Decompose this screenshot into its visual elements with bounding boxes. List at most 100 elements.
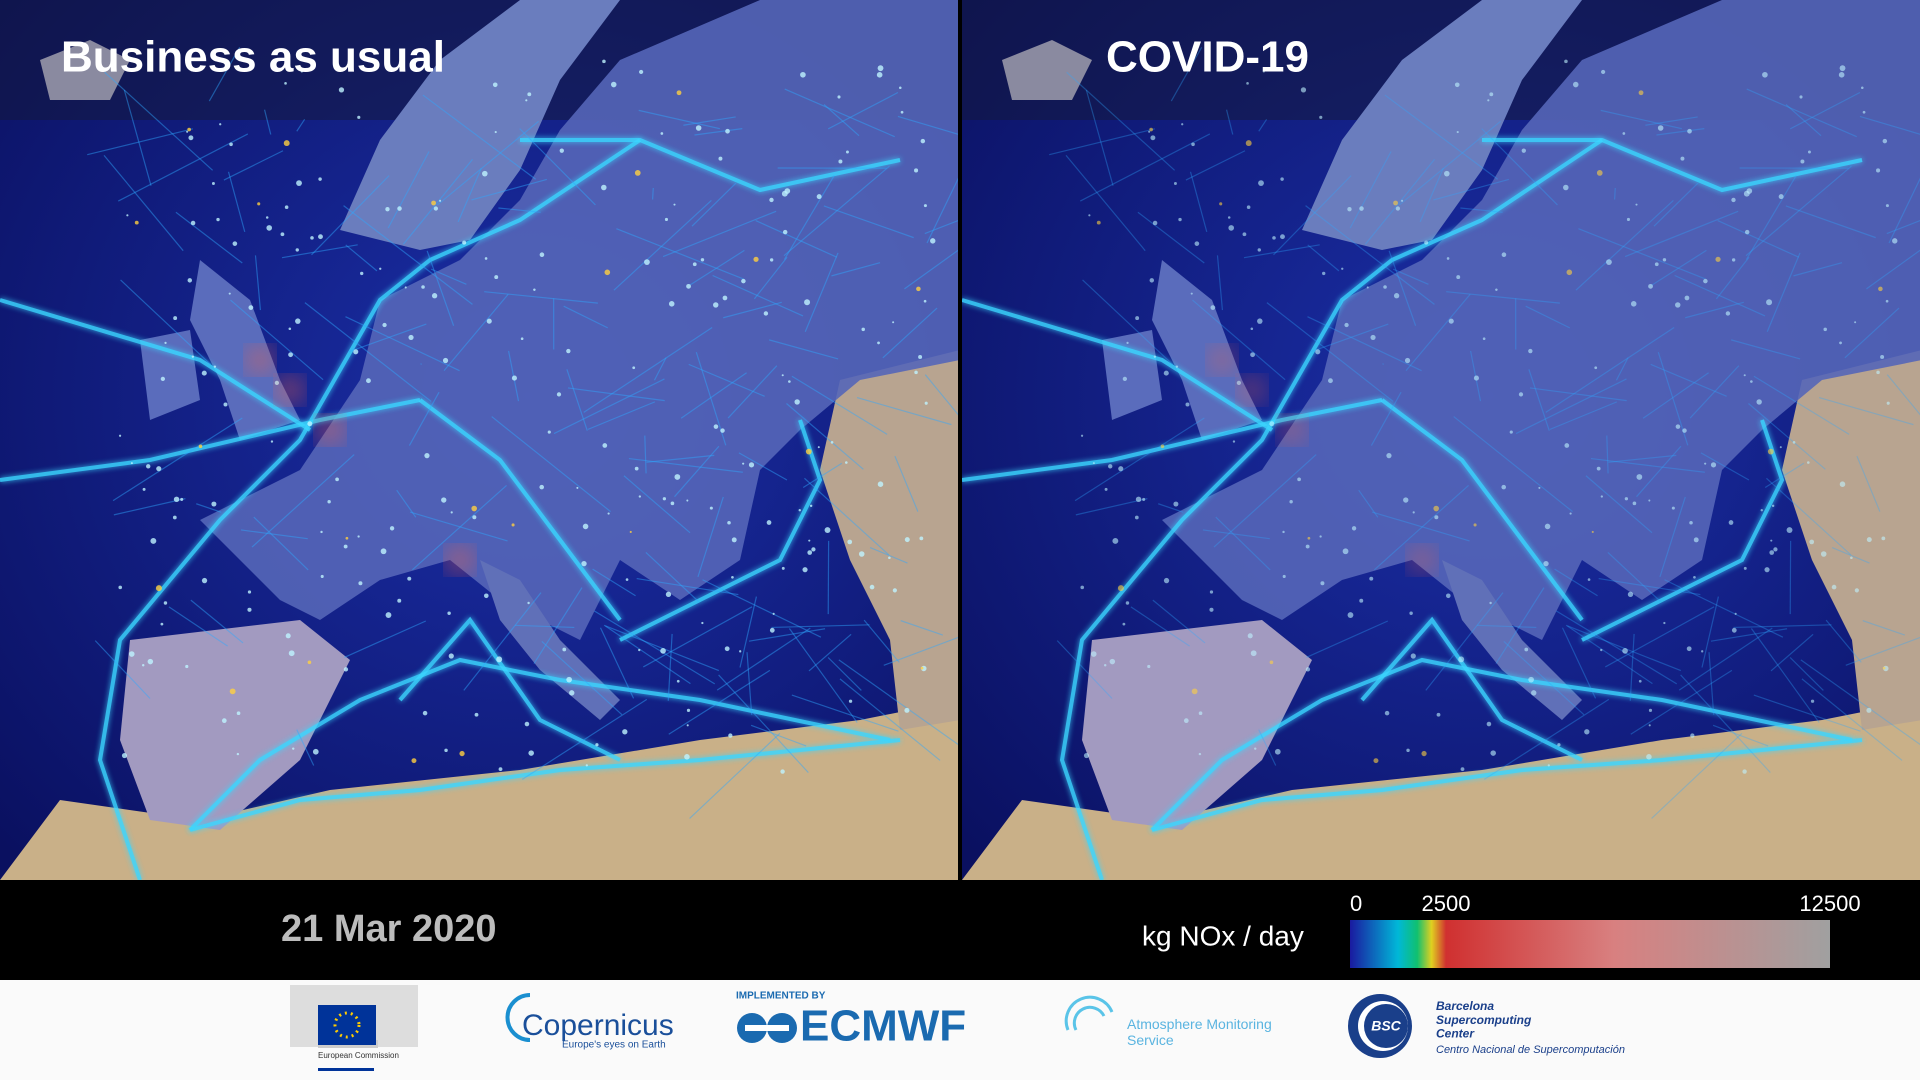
city [1122,376,1128,382]
city [444,748,448,753]
city [1728,520,1734,525]
city [1743,374,1746,377]
panel-title: Business as usual [61,33,445,82]
city [511,523,515,527]
road [1307,316,1422,372]
road [1715,256,1750,300]
road [653,357,667,381]
city [1436,712,1441,717]
city [748,462,755,468]
road [1392,268,1429,285]
city [877,481,884,487]
city [1807,150,1811,154]
city [1743,566,1747,570]
city [482,170,488,177]
city [520,337,524,341]
road [697,496,724,578]
shipping-lane [97,138,642,880]
city [1247,633,1253,639]
road [882,307,938,359]
city [808,539,811,542]
city [492,82,498,88]
land-iberia [120,620,350,830]
city [781,190,788,197]
city [1489,601,1492,605]
city [904,707,910,713]
city [525,99,528,102]
road [120,279,212,365]
map-panel: Business as usual [0,0,958,880]
road [1306,620,1389,658]
road [553,378,665,435]
city [1572,81,1579,88]
city [1635,203,1638,206]
city [824,527,831,533]
road [623,475,691,534]
city [1112,537,1119,544]
city [1183,718,1189,724]
city [1524,647,1529,652]
city [1289,500,1293,504]
city [187,278,193,283]
road [1624,210,1739,258]
city [1319,535,1322,538]
city [1638,90,1644,96]
road [1388,250,1417,326]
city [1531,690,1537,696]
road [103,154,184,252]
city [1282,530,1285,534]
city [1606,259,1612,266]
city [511,375,517,381]
road [436,120,539,206]
road [1373,484,1469,571]
city [877,65,884,72]
city [1591,530,1594,534]
road [1656,128,1705,136]
land-iceland [40,40,130,100]
road [311,175,390,256]
shipping-lane [188,657,891,832]
land-africa [0,700,958,880]
city [439,199,442,202]
road [1049,128,1156,156]
road [1481,128,1558,206]
city [1528,676,1534,683]
city [431,200,436,206]
road [1800,659,1920,746]
city [382,322,387,328]
city [807,550,813,555]
city [1892,238,1898,244]
road [1642,372,1709,419]
city [1882,138,1888,144]
city [318,234,323,240]
road [123,89,152,186]
city [1401,199,1404,202]
road [1305,205,1435,305]
colorbar-label: kg NOx / day [1142,920,1304,951]
road [827,91,899,130]
road [739,596,758,668]
city [146,464,151,469]
road [791,694,899,732]
city [1473,375,1479,381]
road [426,250,455,326]
road [804,252,839,332]
road [1349,151,1392,229]
city [1366,286,1369,289]
road [117,133,249,202]
city [1342,548,1349,555]
road [1079,133,1211,202]
road [712,274,804,317]
city [601,184,607,191]
road [1056,640,1113,699]
road [638,109,720,130]
city [1444,170,1450,177]
shipping-lane [189,738,901,832]
city [1584,729,1590,735]
cams-logo: Atmosphere Monitoring Service [1064,995,1272,1048]
city [201,577,208,584]
city [559,148,564,153]
road [491,416,611,513]
city [150,537,157,544]
city [442,357,449,364]
